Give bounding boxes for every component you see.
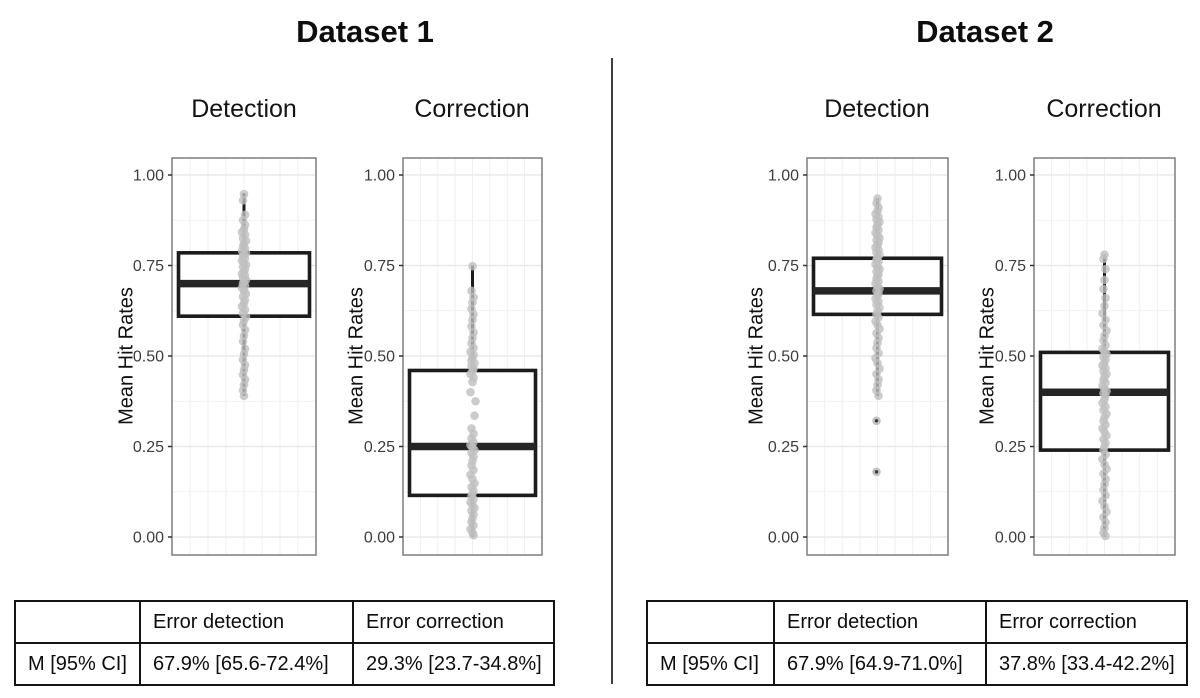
axis-tick-label: 0.75 [133, 258, 164, 275]
value-error-correction: 37.8% [33.4-42.2%] [985, 642, 1188, 686]
jitter-point [238, 337, 248, 346]
axis-tick-label: 0.00 [768, 530, 799, 547]
boxplot-panel-d2-correction: 1.00 0.75 0.50 0.25 0.00 [995, 157, 1176, 556]
axis-tick-label: 0.25 [995, 439, 1026, 456]
axis-tick-label: 0.25 [768, 439, 799, 456]
header-error-correction: Error correction [985, 600, 1188, 644]
jitter-point [467, 286, 476, 296]
jitter-point [471, 396, 480, 406]
axis-tick-label: 1.00 [995, 168, 1026, 185]
jitter-point [469, 530, 478, 540]
value-error-detection: 67.9% [65.6-72.4%] [139, 642, 354, 686]
value-error-detection: 67.9% [64.9-71.0%] [773, 642, 987, 686]
jitter-point [468, 315, 477, 325]
dataset-2-title: Dataset 2 [916, 14, 1054, 49]
axis-tick-label: 0.50 [768, 349, 799, 366]
row-label-m-ci: M [95% CI] [14, 642, 141, 686]
outlier-point-center [874, 419, 879, 423]
panel-title-d1-correction: Correction [414, 95, 530, 123]
table-header-row: Error detection Error correction [646, 600, 1188, 644]
axis-tick-label: 0.75 [995, 258, 1026, 275]
value-error-correction: 29.3% [23.7-34.8%] [352, 642, 555, 686]
jitter-point [468, 261, 477, 271]
axis-tick-label: 0.00 [364, 530, 395, 547]
jitter-point [239, 391, 249, 401]
jitter-point [1101, 264, 1110, 274]
header-error-detection: Error detection [773, 600, 987, 644]
panel-title-d1-detection: Detection [191, 95, 297, 123]
axis-tick-label: 0.75 [768, 258, 799, 275]
axis-tick-label: 0.50 [133, 349, 164, 366]
boxplot-panel-d2-detection: 1.00 0.75 0.50 0.25 0.00 [768, 157, 949, 556]
row-label-m-ci: M [95% CI] [646, 642, 775, 686]
boxplot-panel-d1-correction: 1.00 0.75 0.50 0.25 0.00 [364, 157, 543, 556]
panel-title-d2-detection: Detection [824, 95, 930, 123]
jitter-point [466, 387, 475, 397]
stats-table-dataset-2: Error detection Error correction M [95% … [646, 600, 1188, 686]
header-error-correction: Error correction [352, 600, 555, 644]
table-data-row: M [95% CI] 67.9% [65.6-72.4%] 29.3% [23.… [14, 642, 555, 686]
axis-tick-label: 0.00 [995, 530, 1026, 547]
jitter-point [1101, 531, 1110, 541]
jitter-point [874, 391, 883, 401]
jitter-point [468, 298, 477, 307]
axis-tick-label: 1.00 [768, 168, 799, 185]
header-error-detection: Error detection [139, 600, 354, 644]
dataset-1-title: Dataset 1 [296, 14, 434, 49]
axis-tick-label: 0.00 [133, 530, 164, 547]
dataset-divider-line [611, 58, 613, 684]
boxplot-panel-d1-detection: 1.00 0.75 0.50 0.25 0.00 [133, 157, 317, 556]
jitter-point [238, 196, 248, 205]
panel-title-d2-correction: Correction [1046, 95, 1162, 123]
table-corner-cell [14, 600, 141, 644]
jitter-point [1100, 301, 1109, 311]
jitter-point [1099, 254, 1108, 264]
axis-tick-label: 0.25 [133, 439, 164, 456]
jitter-point [468, 377, 477, 387]
axis-tick-label: 1.00 [133, 168, 164, 185]
axis-tick-label: 0.25 [364, 439, 395, 456]
jitter-point [1100, 275, 1109, 285]
axis-tick-label: 0.50 [364, 349, 395, 366]
table-data-row: M [95% CI] 67.9% [64.9-71.0%] 37.8% [33.… [646, 642, 1188, 686]
axis-tick-label: 0.75 [364, 258, 395, 275]
jitter-point [470, 411, 479, 421]
jitter-point [1098, 308, 1107, 318]
axis-tick-label: 1.00 [364, 168, 395, 185]
table-header-row: Error detection Error correction [14, 600, 555, 644]
axis-tick-label: 0.50 [995, 349, 1026, 366]
jitter-point [1101, 293, 1110, 303]
stats-table-dataset-1: Error detection Error correction M [95% … [14, 600, 555, 686]
jitter-point [1099, 284, 1108, 294]
outlier-point-center [874, 470, 879, 474]
table-corner-cell [646, 600, 775, 644]
